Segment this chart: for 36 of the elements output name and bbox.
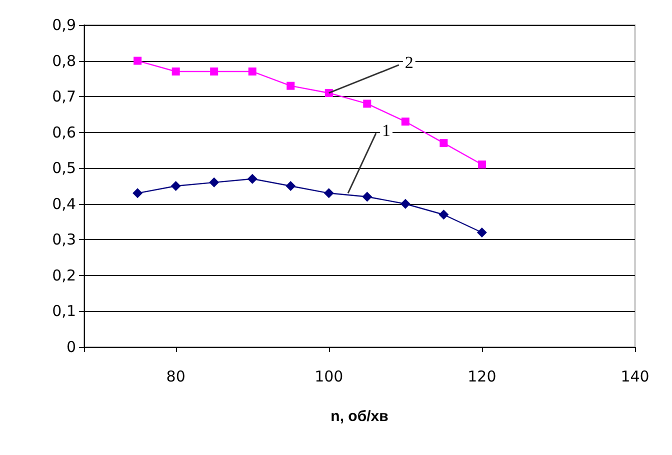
point	[210, 68, 218, 76]
y-tick-label: 0	[66, 338, 76, 356]
point	[247, 174, 258, 184]
point	[286, 181, 296, 191]
point	[476, 228, 487, 238]
point	[170, 181, 181, 191]
point	[438, 210, 449, 220]
point	[401, 118, 410, 126]
annotation: 2	[404, 52, 414, 72]
point	[440, 139, 448, 148]
point	[209, 177, 220, 188]
x-tick-label: 120	[468, 368, 496, 386]
y-tick-label: 0,3	[52, 230, 76, 249]
y-tick-label: 0,6	[52, 123, 76, 142]
y-tick-label: 0,8	[52, 52, 76, 70]
point	[362, 192, 372, 202]
y-tick-label: 0,9	[52, 16, 76, 34]
point	[286, 82, 295, 90]
x-tick-label: 140	[620, 368, 650, 386]
x-tick-label: 100	[314, 368, 344, 386]
point	[324, 188, 334, 198]
point	[248, 68, 256, 76]
y-tick-label: 0,7	[52, 88, 76, 106]
point	[134, 56, 142, 65]
x-tick-label: 80	[166, 368, 186, 386]
point	[400, 198, 410, 209]
point	[363, 100, 372, 108]
annotation: 1	[382, 121, 391, 140]
y-tick-label: 0,2	[52, 266, 76, 284]
y-tick-label: 0,1	[52, 302, 76, 320]
y-tick-label: 0,4	[52, 194, 76, 213]
point	[132, 188, 143, 198]
y-tick-label: 0,5	[52, 159, 76, 178]
point	[478, 160, 486, 169]
point	[172, 68, 180, 76]
x-axis-title: n, об/хв	[330, 408, 388, 425]
